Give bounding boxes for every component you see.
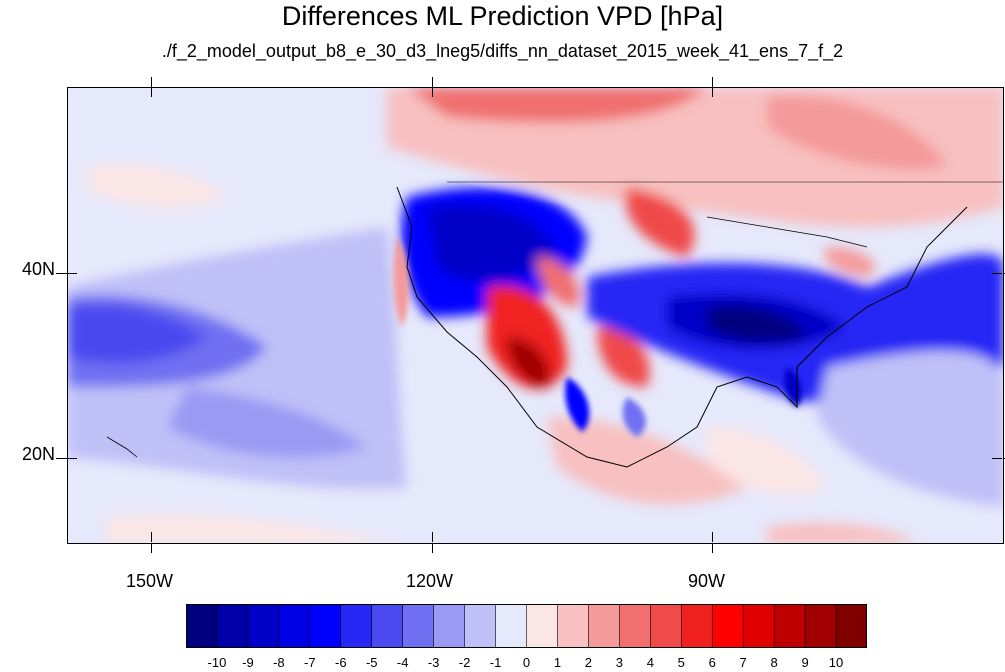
colorbar-swatch bbox=[340, 604, 373, 648]
colorbar-swatch bbox=[557, 604, 590, 648]
colorbar-swatch bbox=[619, 604, 652, 648]
colorbar-swatch bbox=[464, 604, 497, 648]
tick-mark bbox=[1003, 458, 1005, 459]
colorbar-label: -6 bbox=[334, 655, 347, 670]
colorbar-label: 5 bbox=[677, 655, 685, 670]
colorbar-swatch bbox=[835, 604, 867, 648]
colorbar-swatch bbox=[742, 604, 775, 648]
colorbar-label: -5 bbox=[365, 655, 378, 670]
tick-mark bbox=[712, 77, 713, 87]
tick-mark bbox=[67, 458, 77, 459]
colorbar-label: -2 bbox=[458, 655, 471, 670]
y-tick-label-20n: 20N bbox=[22, 444, 56, 464]
colorbar-swatch bbox=[588, 604, 621, 648]
field-detail bbox=[393, 237, 803, 437]
colorbar-label: -8 bbox=[273, 655, 285, 670]
tick-mark bbox=[712, 532, 713, 542]
colorbar-swatch bbox=[278, 604, 311, 648]
colorbar-label: 6 bbox=[708, 655, 716, 670]
chart-title: Differences ML Prediction VPD [hPa] bbox=[281, 1, 724, 31]
tick-mark bbox=[56, 273, 67, 274]
colorbar-swatch bbox=[216, 604, 249, 648]
colorbar-label: 2 bbox=[584, 655, 593, 670]
colorbar-label: -7 bbox=[304, 655, 316, 670]
tick-mark bbox=[432, 87, 433, 97]
colorbar-swatch bbox=[650, 604, 683, 648]
colorbar-swatch bbox=[309, 604, 342, 648]
colorbar-label: 1 bbox=[553, 655, 562, 670]
colorbar-swatch bbox=[433, 604, 466, 648]
vpd-difference-map bbox=[67, 87, 1004, 544]
tick-mark bbox=[992, 458, 1002, 459]
tick-mark bbox=[151, 543, 152, 553]
colorbar bbox=[186, 604, 867, 648]
colorbar-label: -9 bbox=[242, 655, 254, 670]
tick-mark bbox=[1003, 273, 1005, 274]
colorbar-swatch bbox=[371, 604, 404, 648]
colorbar-swatch bbox=[186, 604, 218, 648]
colorbar-label: 3 bbox=[615, 655, 623, 670]
colorbar-label: -1 bbox=[489, 655, 502, 670]
tick-mark bbox=[432, 532, 433, 542]
chart-subtitle: ./f_2_model_output_b8_e_30_d3_lneg5/diff… bbox=[161, 41, 844, 61]
tick-mark bbox=[56, 458, 67, 459]
colorbar-swatch bbox=[495, 604, 528, 648]
x-tick-label-120w: 120W bbox=[406, 571, 454, 591]
colorbar-swatch bbox=[402, 604, 435, 648]
tick-mark bbox=[151, 87, 152, 97]
colorbar-label: 0 bbox=[522, 655, 531, 670]
colorbar-label: 7 bbox=[739, 655, 747, 670]
y-tick-label-40n: 40N bbox=[22, 259, 56, 279]
colorbar-swatch bbox=[247, 604, 280, 648]
tick-mark bbox=[712, 87, 713, 97]
tick-mark bbox=[432, 77, 433, 87]
tick-mark bbox=[151, 532, 152, 542]
tick-mark bbox=[992, 273, 1002, 274]
tick-mark bbox=[67, 273, 77, 274]
colorbar-swatch bbox=[526, 604, 559, 648]
colorbar-label: 10 bbox=[828, 655, 844, 670]
field-blobs bbox=[67, 87, 1004, 544]
colorbar-label: 8 bbox=[770, 655, 778, 670]
x-tick-label-150w: 150W bbox=[126, 571, 174, 591]
colorbar-swatch bbox=[773, 604, 806, 648]
colorbar-label: 9 bbox=[801, 655, 809, 670]
colorbar-swatch bbox=[680, 604, 714, 648]
colorbar-swatch bbox=[804, 604, 837, 648]
coastlines bbox=[106, 181, 1004, 468]
colorbar-label: 4 bbox=[646, 655, 654, 670]
colorbar-label: -10 bbox=[207, 655, 227, 670]
tick-mark bbox=[432, 543, 433, 553]
colorbar-label: -4 bbox=[396, 655, 409, 670]
colorbar-label: -3 bbox=[427, 655, 440, 670]
x-tick-label-90w: 90W bbox=[688, 571, 726, 591]
tick-mark bbox=[151, 77, 152, 87]
tick-mark bbox=[712, 543, 713, 553]
colorbar-swatch bbox=[711, 604, 744, 648]
